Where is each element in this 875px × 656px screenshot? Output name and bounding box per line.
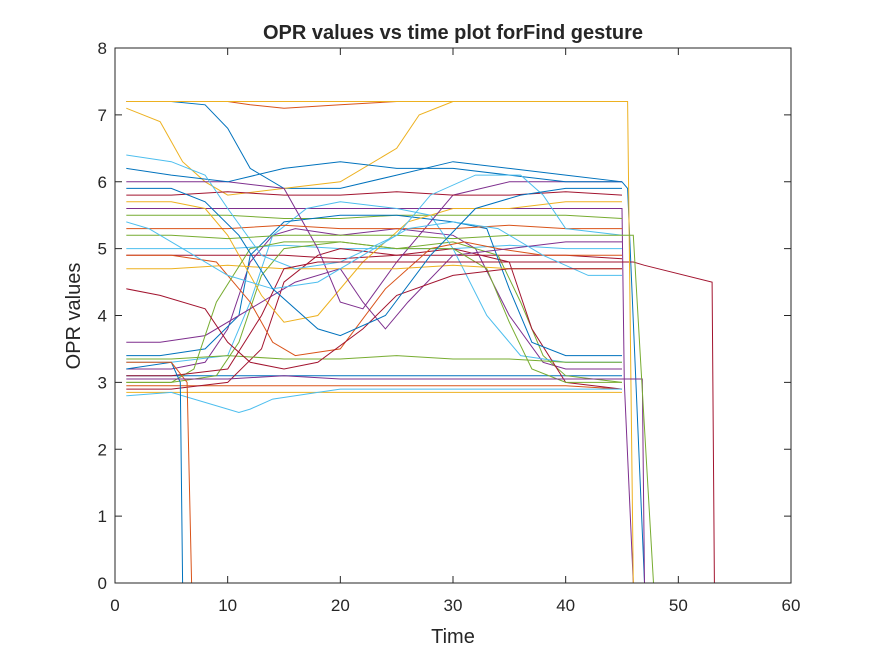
y-tick-label: 0	[98, 574, 107, 593]
y-tick-label: 7	[98, 106, 107, 125]
series-line	[126, 241, 622, 383]
series-line	[126, 191, 623, 196]
y-tick-label: 8	[98, 39, 107, 58]
series-line	[126, 361, 622, 583]
x-tick-label: 50	[669, 596, 688, 615]
series-line	[126, 208, 634, 583]
y-tick-label: 5	[98, 240, 107, 259]
x-tick-label: 60	[782, 596, 801, 615]
x-tick-label: 30	[444, 596, 463, 615]
series-line	[126, 388, 622, 414]
y-tick-label: 4	[98, 307, 107, 326]
series-lines	[126, 101, 735, 583]
series-line	[126, 268, 622, 370]
series-line	[126, 361, 622, 583]
x-tick-label: 0	[110, 596, 119, 615]
series-line	[126, 214, 622, 357]
series-line	[126, 221, 622, 290]
y-axis-ticks: 0 1 2 3 4 5 6 7 8	[98, 39, 791, 593]
series-line	[126, 234, 654, 583]
y-axis-label: OPR values	[63, 263, 85, 370]
x-tick-label: 10	[218, 596, 237, 615]
y-tick-label: 6	[98, 173, 107, 192]
series-line	[126, 101, 634, 583]
series-line	[126, 261, 735, 583]
series-line	[126, 375, 645, 583]
y-tick-label: 2	[98, 440, 107, 459]
x-axis-ticks: 0 10 20 30 40 50 60	[110, 48, 800, 615]
series-line	[126, 214, 623, 219]
series-line	[126, 248, 623, 390]
series-line	[126, 201, 622, 363]
series-line	[126, 241, 622, 357]
series-line	[126, 101, 735, 583]
x-axis-label: Time	[431, 626, 475, 648]
series-line	[126, 154, 623, 270]
x-tick-label: 40	[556, 596, 575, 615]
series-line	[126, 224, 622, 230]
series-line	[126, 181, 622, 310]
chart-title: OPR values vs time plot forFind gesture	[263, 22, 643, 44]
y-tick-label: 3	[98, 373, 107, 392]
series-line	[126, 161, 622, 183]
x-tick-label: 20	[331, 596, 350, 615]
series-line	[126, 355, 622, 363]
series-line	[126, 201, 622, 323]
y-tick-label: 1	[98, 507, 107, 526]
series-line	[126, 187, 622, 337]
